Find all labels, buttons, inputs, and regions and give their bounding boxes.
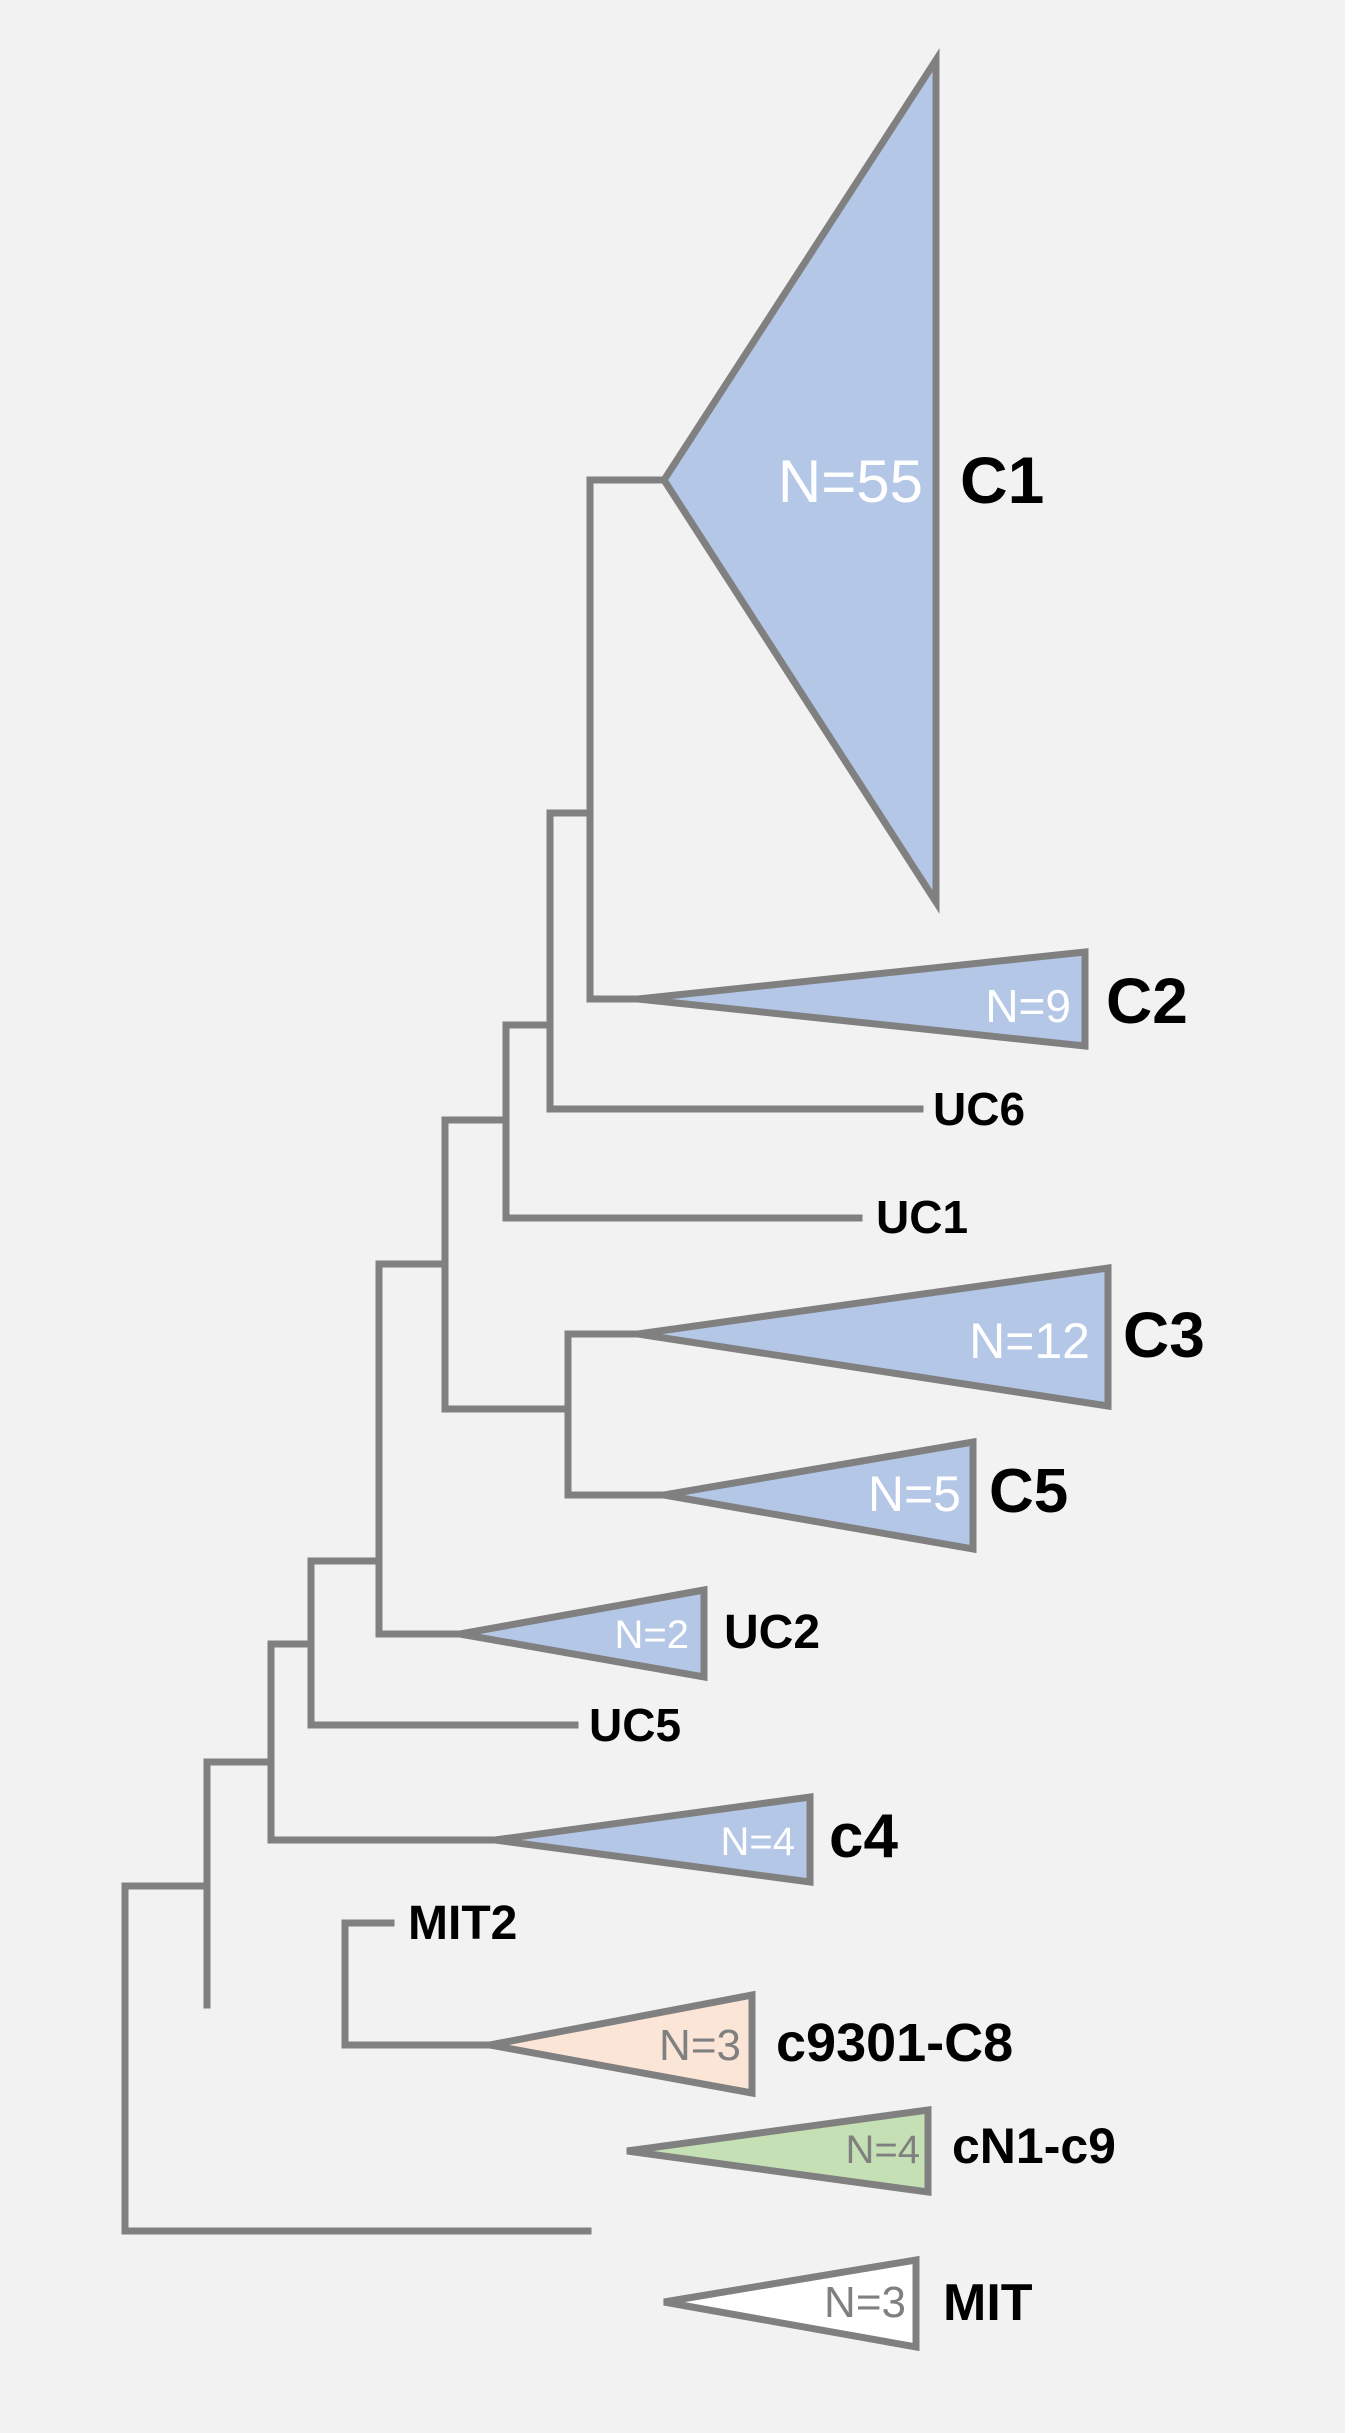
clade-uc2-label: UC2 bbox=[724, 1606, 820, 1659]
clade-c9301-count: N=3 bbox=[659, 2021, 741, 2070]
clade-c9301-label: c9301-C8 bbox=[776, 2013, 1013, 2073]
clade-c4-count: N=4 bbox=[721, 1820, 796, 1864]
clade-c5-triangle bbox=[663, 1437, 977, 1554]
branch-uc6-node bbox=[546, 809, 594, 1113]
clade-triangles bbox=[459, 48, 1112, 2352]
clade-c3-label: C3 bbox=[1123, 1299, 1205, 1371]
leaf-labels: UC6 UC1 UC5 MIT2 bbox=[408, 1083, 1025, 1950]
clade-mit-triangle bbox=[663, 2255, 920, 2352]
clade-c5-label: C5 bbox=[989, 1457, 1068, 1526]
clade-c9301-triangle bbox=[489, 1990, 756, 2098]
branch-c3c5-node bbox=[441, 1116, 510, 1413]
clade-cn1-label: cN1-c9 bbox=[952, 2118, 1116, 2174]
clade-c3-count: N=12 bbox=[969, 1313, 1090, 1369]
branch-c1c2-node bbox=[586, 476, 668, 1003]
clade-c1-triangle bbox=[659, 48, 940, 914]
clade-uc2-triangle bbox=[459, 1585, 708, 1682]
leaf-uc6-label: UC6 bbox=[933, 1083, 1025, 1135]
branch-c3c5 bbox=[441, 1330, 642, 1413]
branch-c5 bbox=[564, 1405, 668, 1499]
leaf-uc5-label: UC5 bbox=[589, 1699, 681, 1751]
clade-mit-label: MIT bbox=[943, 2274, 1033, 2332]
clade-c4-triangle bbox=[494, 1792, 814, 1886]
clade-mit-count: N=3 bbox=[824, 2278, 906, 2327]
branch-root bbox=[121, 1882, 592, 2235]
branch-upper-clade bbox=[307, 1557, 383, 1729]
clade-c1-count: N=55 bbox=[778, 448, 923, 515]
clade-labels: C1 C2 C3 C5 UC2 c4 c9301-C8 cN1-c9 MIT bbox=[724, 443, 1205, 2332]
clade-c2-triangle bbox=[637, 948, 1089, 1050]
clade-c2-count: N=9 bbox=[985, 980, 1071, 1032]
clade-c5-count: N=5 bbox=[868, 1466, 961, 1522]
branch-main-clade bbox=[203, 1758, 275, 2009]
leaf-mit2-label: MIT2 bbox=[408, 1897, 517, 1950]
branch-uc1-node bbox=[502, 1021, 554, 1222]
clade-uc2-count: N=2 bbox=[615, 1613, 690, 1657]
clade-c4-label: c4 bbox=[829, 1802, 898, 1871]
leaf-uc1-label: UC1 bbox=[876, 1191, 968, 1243]
branch-uc2-node bbox=[375, 1260, 449, 1638]
tree-branches bbox=[121, 476, 924, 2235]
clade-cn1-count: N=4 bbox=[846, 2128, 921, 2172]
clade-c2-label: C2 bbox=[1106, 965, 1188, 1037]
branch-core-clade bbox=[267, 1640, 315, 1844]
clade-counts: N=55 N=9 N=12 N=5 N=2 N=4 N=3 N=4 N=3 bbox=[615, 448, 1091, 2327]
clade-c3-triangle bbox=[637, 1263, 1112, 1411]
clade-cn1-triangle bbox=[626, 2105, 932, 2197]
clade-c1-label: C1 bbox=[960, 443, 1044, 517]
